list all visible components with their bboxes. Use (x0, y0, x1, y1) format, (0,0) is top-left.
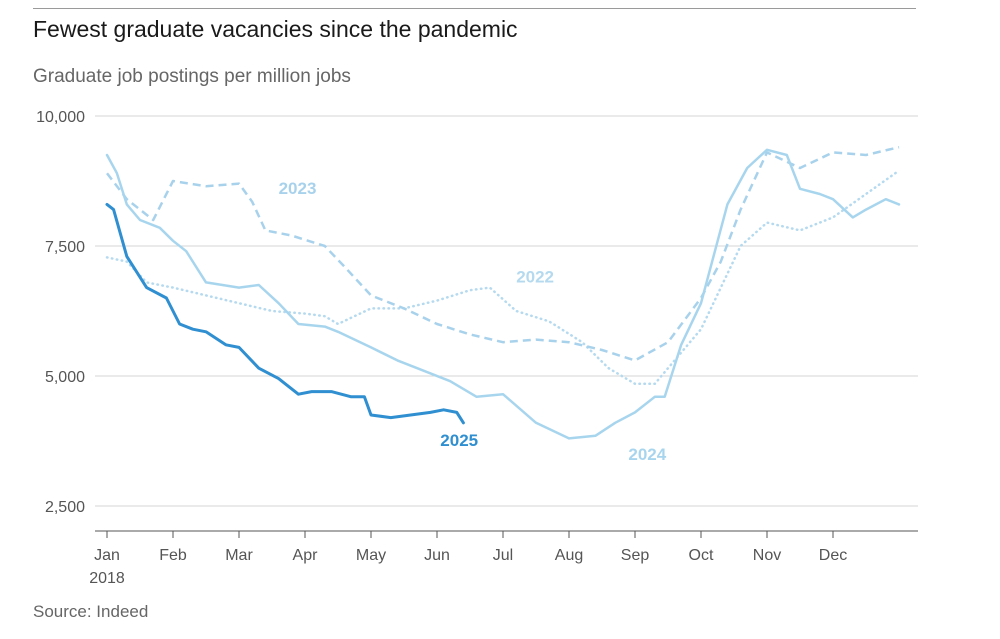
x-tick-label: Jan (94, 547, 120, 564)
x-tick-label: Apr (293, 547, 319, 564)
chart-subtitle: Graduate job postings per million jobs (33, 66, 351, 87)
x-tick-label: Jul (493, 547, 513, 564)
x-tick-label: Nov (753, 547, 781, 564)
x-axis: Jan 2018 Feb Mar Apr May Jun Jul Aug Sep Oct Nov Dec (89, 530, 918, 587)
series-label-2022: 2022 (516, 267, 554, 286)
x-tick-sublabel: 2018 (89, 570, 125, 587)
x-tick-label: Dec (819, 547, 847, 564)
y-tick-label: 7,500 (45, 239, 85, 256)
series-labels: 2022 2023 2024 2025 (279, 179, 667, 464)
y-tick-label: 2,500 (45, 499, 85, 516)
series-label-2025: 2025 (440, 431, 478, 450)
x-tick-label: Aug (555, 547, 583, 564)
x-tick-label: Mar (225, 547, 253, 564)
series-label-2023: 2023 (279, 179, 317, 198)
source-note: Source: Indeed (33, 602, 149, 621)
series-label-2024: 2024 (628, 445, 666, 464)
top-rule (33, 8, 916, 9)
series-lines (105, 145, 901, 440)
x-tick-label: Jun (424, 547, 450, 564)
y-axis-ticks: 2,500 5,000 7,500 10,000 (36, 109, 85, 516)
chart-title: Fewest graduate vacancies since the pand… (33, 16, 518, 42)
series-line-2024 (105, 148, 901, 440)
series-line-2022 (105, 169, 901, 386)
series-line-2023 (106, 145, 900, 362)
series-line-2025 (105, 202, 465, 425)
gridlines (95, 115, 918, 507)
y-tick-label: 10,000 (36, 109, 85, 126)
x-tick-label: May (356, 547, 386, 564)
y-tick-label: 5,000 (45, 369, 85, 386)
x-tick-label: Oct (689, 547, 714, 564)
x-tick-label: Sep (621, 547, 650, 564)
x-tick-label: Feb (159, 547, 187, 564)
